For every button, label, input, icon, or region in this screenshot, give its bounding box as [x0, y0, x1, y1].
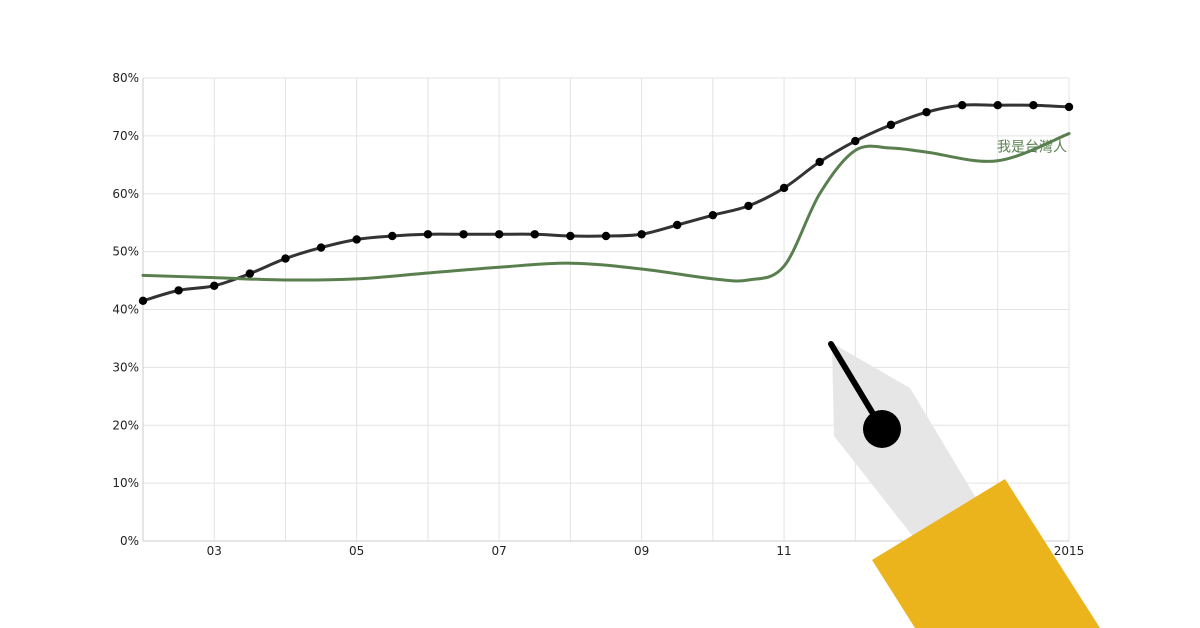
chart-series-layer — [138, 101, 1074, 306]
y-tick-label: 30% — [112, 360, 139, 374]
data-point — [566, 231, 575, 241]
fountain-pen-illustration — [828, 341, 1100, 628]
data-point — [352, 235, 361, 244]
data-point — [459, 230, 468, 239]
data-point — [993, 101, 1002, 110]
y-tick-label: 50% — [112, 245, 139, 259]
y-tick-label: 70% — [112, 129, 139, 143]
y-tick-label: 80% — [112, 71, 139, 85]
y-tick-label: 10% — [112, 476, 139, 490]
y-tick-label: 0% — [120, 534, 139, 548]
data-point — [138, 296, 148, 306]
data-point — [281, 254, 290, 263]
data-point — [316, 243, 326, 252]
data-point — [815, 157, 824, 167]
chart-labels: 0% 10% 20% 30% 40% 50% 60% 70% 80% 03 05 07 09 11 2015… — [112, 71, 1084, 558]
data-point — [744, 201, 753, 211]
data-point — [673, 220, 682, 230]
data-point — [494, 230, 504, 239]
series-label: 我是台灣人 — [997, 140, 1067, 156]
y-tick-label: 60% — [112, 187, 139, 201]
series-line-0 — [141, 103, 1071, 303]
pen-nib-shape — [832, 343, 982, 548]
pen-body-shape — [872, 479, 1100, 628]
data-point — [210, 281, 219, 290]
data-point — [851, 136, 860, 146]
x-tick-label: 09 — [634, 544, 649, 558]
data-point — [957, 101, 967, 110]
data-point — [779, 183, 789, 193]
data-point — [922, 107, 931, 117]
data-point — [637, 230, 646, 239]
data-point — [174, 286, 183, 295]
x-tick-label: 05 — [349, 544, 364, 558]
data-point — [1064, 102, 1074, 112]
data-point — [530, 230, 539, 239]
data-point — [1029, 101, 1038, 110]
y-tick-label: 20% — [112, 418, 139, 432]
y-tick-label: 40% — [112, 303, 139, 317]
data-point — [886, 120, 896, 130]
x-tick-label: 2015 — [1054, 544, 1085, 558]
data-point — [245, 269, 255, 278]
x-tick-label: 11 — [776, 544, 791, 558]
x-tick-label: 07 — [492, 544, 507, 558]
data-point — [388, 231, 397, 241]
pen-nib-hole — [863, 410, 901, 448]
data-point — [423, 230, 433, 239]
x-tick-label: 03 — [207, 544, 222, 558]
data-point — [601, 231, 611, 241]
chart-grid — [143, 77, 1070, 541]
data-point — [708, 210, 718, 220]
series-line-1 — [141, 132, 1071, 283]
